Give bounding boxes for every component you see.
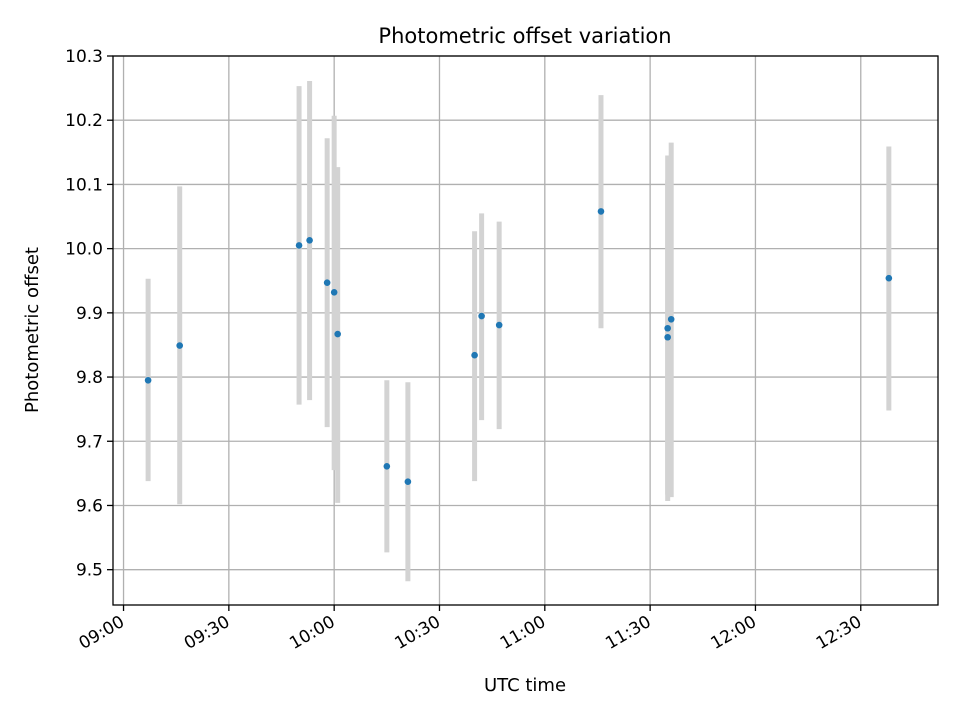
- data-point-7: [383, 463, 391, 470]
- data-point-16: [885, 274, 893, 282]
- data-point-5: [330, 288, 338, 296]
- plot-frame: [112, 55, 939, 606]
- y-tick-label-2: 9.7: [76, 432, 103, 452]
- data-point-15: [667, 315, 675, 323]
- y-tick-label-1: 9.6: [76, 496, 103, 516]
- data-point-9: [471, 351, 478, 359]
- y-tick-label-6: 10.1: [65, 175, 103, 195]
- data-point-1: [176, 342, 184, 349]
- chart-title: Photometric offset variation: [378, 24, 671, 48]
- data-point-13: [664, 333, 671, 341]
- data-point-2: [295, 242, 303, 249]
- x-axis-label: UTC time: [484, 675, 566, 696]
- plot-area: [113, 56, 938, 605]
- data-point-14: [664, 324, 671, 332]
- y-axis-label: Photometric offset: [22, 247, 43, 413]
- point-layer: [144, 208, 893, 486]
- data-point-6: [334, 330, 341, 338]
- data-point-10: [478, 312, 485, 320]
- y-tick-label-8: 10.3: [65, 47, 103, 67]
- y-tick-label-0: 9.5: [76, 561, 103, 581]
- data-point-0: [144, 376, 152, 384]
- y-tick-label-5: 10.0: [65, 240, 103, 260]
- data-point-8: [404, 478, 412, 486]
- data-point-4: [323, 279, 331, 286]
- y-tick-label-3: 9.8: [76, 368, 103, 388]
- data-point-11: [495, 321, 503, 329]
- y-tick-label-4: 9.9: [76, 304, 103, 324]
- data-point-3: [306, 236, 313, 244]
- data-point-12: [597, 208, 605, 215]
- y-tick-label-7: 10.2: [65, 111, 103, 131]
